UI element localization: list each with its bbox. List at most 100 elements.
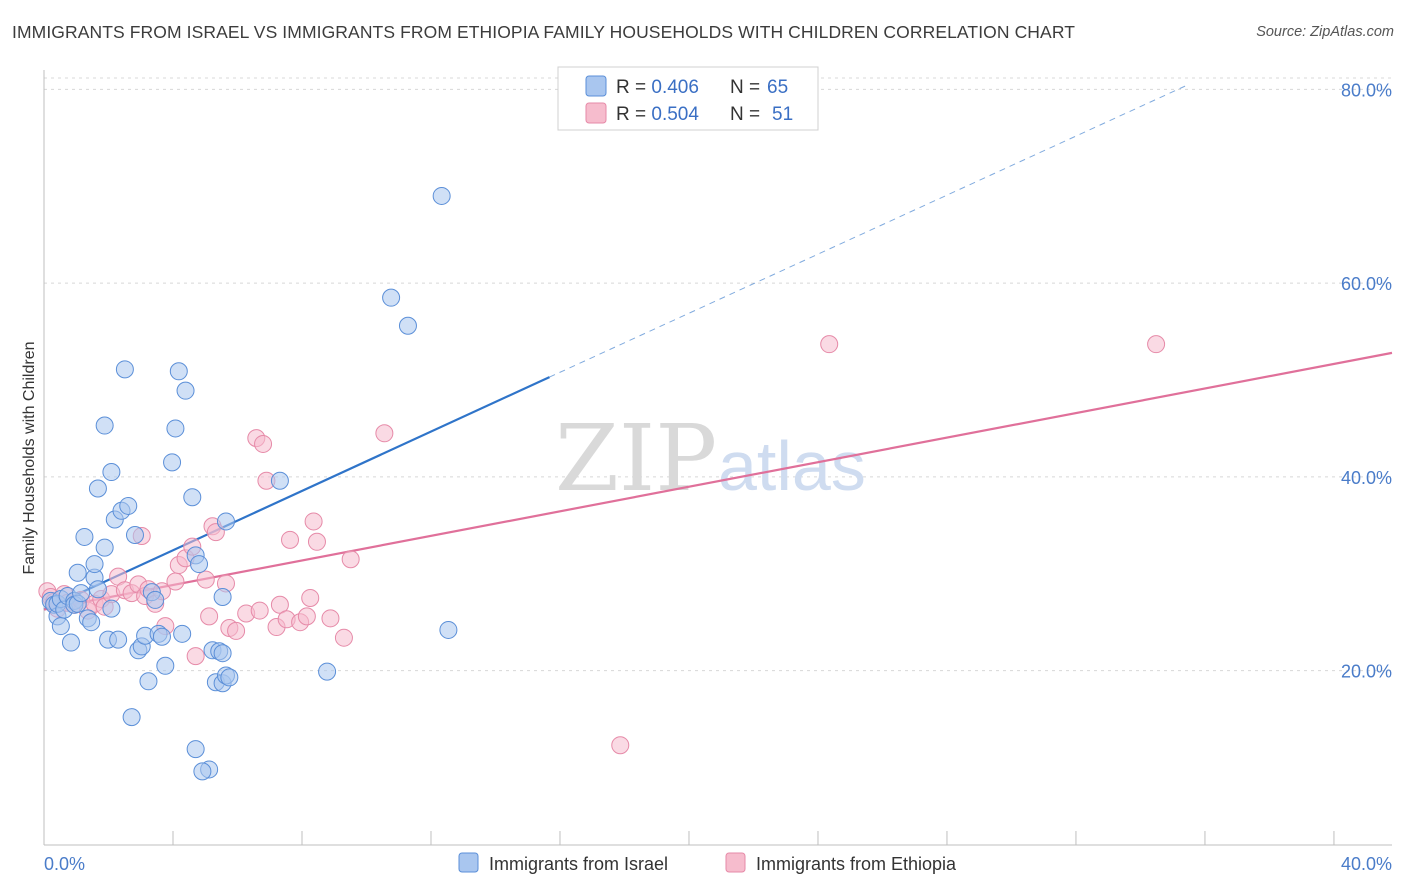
y-tick-label: 60.0% (1341, 274, 1392, 294)
legend-swatch-ethiopia (585, 102, 607, 124)
israel-point (156, 656, 175, 675)
israel-point (152, 627, 171, 646)
source-label: Source: ZipAtlas.com (1256, 24, 1394, 40)
ethiopia-point (281, 530, 300, 549)
ethiopia-point (334, 628, 353, 647)
ethiopia-trend-line (43, 351, 1393, 611)
y-axis-title: Family Households with Children (21, 342, 38, 575)
legend-box: R = 0.406 N = 65 R = 0.504 N = 51 (557, 66, 819, 131)
israel-point (432, 186, 451, 205)
y-tick-label: 80.0% (1341, 80, 1392, 100)
israel-point (270, 471, 289, 490)
israel-point (220, 668, 239, 687)
israel-point (102, 599, 121, 618)
israel-point (68, 563, 87, 582)
ethiopia-point (304, 512, 323, 531)
bottom-legend-swatch-israel (458, 852, 479, 873)
bottom-legend-ethiopia: Immigrants from Ethiopia (756, 854, 957, 874)
y-tick-label: 20.0% (1341, 662, 1392, 682)
israel-points (41, 186, 458, 781)
ethiopia-point (166, 572, 185, 591)
israel-point (163, 453, 182, 472)
israel-point (115, 360, 134, 379)
legend-ethiopia-r-label: R = (616, 104, 651, 125)
israel-point (398, 316, 417, 335)
ethiopia-point (200, 607, 219, 626)
ethiopia-point (301, 588, 320, 607)
gridlines (44, 77, 1392, 672)
israel-point (88, 479, 107, 498)
ethiopia-point (227, 621, 246, 640)
ethiopia-point (341, 550, 360, 569)
israel-point (88, 580, 107, 599)
legend-israel-r-value: 0.406 (651, 77, 699, 98)
israel-point (122, 708, 141, 727)
watermark: ZIP atlas (555, 405, 866, 512)
israel-point (119, 496, 138, 515)
trend-lines (43, 85, 1393, 611)
watermark-zip: ZIP (555, 405, 717, 512)
israel-point (139, 672, 158, 691)
israel-point (61, 633, 80, 652)
legend-israel-n-value: 65 (767, 77, 788, 98)
israel-point (216, 512, 235, 531)
israel-point (186, 740, 205, 759)
legend-israel-n-label: N = (730, 77, 765, 98)
israel-point (125, 526, 144, 544)
israel-point (166, 419, 185, 438)
israel-point (382, 288, 401, 307)
legend-ethiopia-r-value: 0.504 (651, 104, 699, 125)
x-tick-label-max: 40.0% (1341, 854, 1392, 874)
bottom-legend-swatch-ethiopia (725, 852, 746, 873)
ethiopia-point (254, 434, 273, 453)
legend-ethiopia-n-value: 51 (772, 104, 793, 125)
legend-israel-r-label: R = (616, 77, 651, 98)
israel-point (213, 588, 232, 606)
israel-point (439, 620, 458, 639)
bottom-legend: Immigrants from Israel Immigrants from E… (458, 852, 957, 874)
israel-point (318, 662, 337, 681)
israel-point (190, 555, 209, 574)
ethiopia-point (820, 335, 839, 354)
israel-point (183, 488, 202, 507)
ethiopia-point (1147, 335, 1166, 354)
legend-row-israel: R = 0.406 N = 65 (616, 77, 788, 98)
israel-point (102, 463, 121, 482)
x-tick-label-min: 0.0% (44, 854, 85, 874)
ethiopia-point (307, 532, 326, 551)
chart-title: IMMIGRANTS FROM ISRAEL VS IMMIGRANTS FRO… (12, 22, 1076, 42)
israel-point (72, 584, 91, 603)
israel-trend-line (43, 376, 550, 611)
watermark-atlas: atlas (718, 427, 866, 505)
ethiopia-point (250, 601, 269, 620)
israel-point (169, 362, 188, 381)
ethiopia-point (321, 609, 340, 628)
ethiopia-point (270, 595, 289, 614)
israel-point (95, 416, 114, 435)
x-axis-ticks (43, 831, 1335, 845)
ethiopia-point (186, 647, 205, 666)
ethiopia-point (375, 424, 394, 443)
ethiopia-point (297, 607, 316, 626)
israel-trend-extension (549, 85, 1187, 378)
israel-point (176, 381, 195, 400)
legend-row-ethiopia: R = 0.504 N = 51 (616, 104, 793, 125)
israel-point (95, 538, 114, 557)
ethiopia-point (611, 736, 630, 755)
israel-point (173, 624, 192, 643)
legend-ethiopia-n-label: N = (730, 104, 765, 125)
bottom-legend-israel: Immigrants from Israel (489, 854, 668, 874)
ethiopia-point (196, 570, 215, 589)
israel-point (85, 555, 104, 574)
y-tick-labels: 20.0% 40.0% 60.0% 80.0% (1341, 80, 1392, 681)
ethiopia-points (38, 335, 1166, 755)
israel-point (51, 617, 70, 636)
israel-point (193, 762, 212, 781)
israel-point (75, 527, 94, 546)
israel-point (146, 590, 165, 609)
y-tick-label: 40.0% (1341, 468, 1392, 488)
israel-point (82, 613, 101, 632)
legend-swatch-israel (585, 75, 607, 97)
israel-point (213, 644, 232, 663)
